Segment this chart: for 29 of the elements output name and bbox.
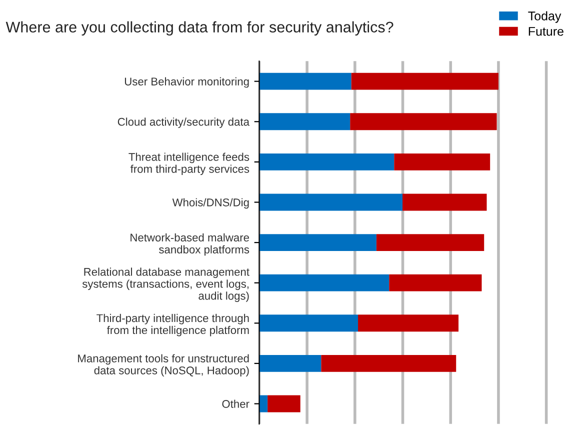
legend-label: Today bbox=[528, 11, 562, 23]
y-tick-label: Other bbox=[222, 400, 250, 408]
bar bbox=[259, 234, 376, 251]
y-tick-label: Management tools for unstructured data sources (NoSQL, Hadoop) bbox=[78, 354, 249, 377]
bar bbox=[350, 113, 497, 130]
bar bbox=[268, 395, 300, 412]
y-tick-label: Whois/DNS/Dig bbox=[172, 198, 249, 209]
y-tick-label: Relational database management systems (transactions, event logs, audit logs) bbox=[82, 268, 250, 302]
bar bbox=[259, 113, 350, 130]
bar bbox=[358, 314, 459, 332]
bar bbox=[351, 72, 498, 90]
y-tick-label: Network-based malware sandbox platforms bbox=[130, 233, 250, 256]
bar bbox=[394, 153, 490, 170]
bar bbox=[321, 354, 456, 372]
bar bbox=[376, 234, 484, 251]
legend-label: Future bbox=[528, 27, 564, 36]
y-tick-label: Third-party intelligence through from the intelligence platform bbox=[96, 314, 249, 336]
bar bbox=[259, 354, 322, 372]
y-tick-label: User Behavior monitoring bbox=[124, 77, 249, 88]
bar bbox=[259, 274, 390, 292]
bar bbox=[259, 194, 403, 211]
bar bbox=[389, 274, 482, 292]
bar bbox=[402, 194, 487, 211]
chart-title: Where are you collecting data from for security analytics? bbox=[6, 21, 394, 36]
bar bbox=[259, 72, 352, 90]
y-tick-label: Cloud activity/security data bbox=[118, 118, 250, 128]
bar bbox=[259, 314, 358, 332]
y-tick-label: Threat intelligence feeds from third-party services bbox=[128, 152, 250, 176]
bar bbox=[259, 153, 394, 170]
